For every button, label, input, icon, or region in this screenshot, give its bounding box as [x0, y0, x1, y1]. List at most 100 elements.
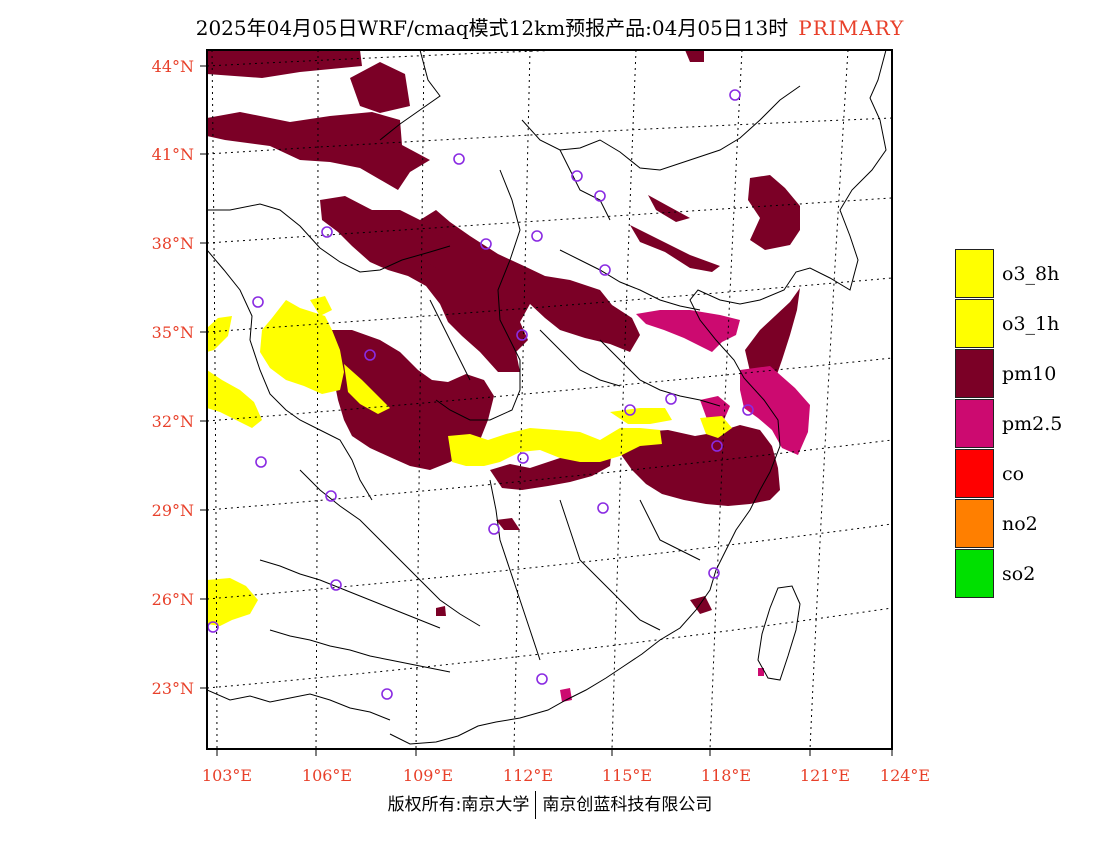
graticule-lon-103 — [211, 50, 218, 749]
station-marker — [665, 393, 677, 405]
station-marker — [729, 89, 741, 101]
pm10-regions — [207, 50, 800, 616]
lat-label: 44°N — [152, 57, 194, 76]
station-marker — [488, 523, 500, 535]
lon-label: 121°E — [800, 766, 850, 785]
footer-separator — [535, 791, 537, 819]
legend-swatch — [955, 249, 994, 298]
longitude-labels: 103°E 106°E 109°E 112°E 115°E 118°E 121°… — [202, 766, 930, 785]
station-marker — [321, 226, 333, 238]
graticule-lat-29 — [207, 439, 892, 511]
pm10-region-north-china — [400, 224, 500, 294]
station-marker — [381, 688, 393, 700]
station-marker — [517, 452, 529, 464]
pm10-region-yangtze-east — [616, 425, 780, 506]
province-line-2 — [521, 85, 801, 171]
axis-ticks — [200, 65, 893, 756]
legend-label: o3_1h — [1002, 313, 1060, 335]
station-marker — [599, 264, 611, 276]
station-marker — [453, 153, 465, 165]
graticule-lon-112 — [513, 50, 531, 749]
latitude-labels: 44°N 41°N 38°N 35°N 32°N 29°N 26°N 23°N — [152, 57, 194, 698]
legend-swatch — [955, 549, 994, 598]
station-marker — [531, 230, 543, 242]
legend-item-o3-8h: o3_8h — [955, 249, 1075, 299]
pm10-region-fujian — [690, 596, 712, 614]
province-line-7 — [599, 339, 721, 407]
legend-swatch — [955, 499, 994, 548]
graticule-lat-32 — [207, 357, 892, 422]
pm10-region-bohai — [648, 195, 690, 222]
pm10-region-inner-mongolia — [350, 62, 410, 113]
lon-label: 103°E — [202, 766, 252, 785]
station-marker — [594, 190, 606, 202]
province-line-12 — [207, 689, 391, 721]
lon-label: 112°E — [503, 766, 553, 785]
copyright-footer: 版权所有:南京大学 南京创蓝科技有限公司 — [0, 790, 1100, 819]
graticule-lon-109 — [415, 50, 425, 749]
copyright-company: 南京创蓝科技有限公司 — [542, 795, 713, 815]
province-line-5 — [435, 169, 521, 421]
pm10-region-west-center — [326, 330, 494, 470]
graticule-lon-124 — [891, 744, 892, 749]
title-primary-tag: PRIMARY — [798, 16, 905, 40]
o3-region-gansu — [344, 364, 390, 414]
pm10-region-small-44n — [685, 50, 704, 62]
o3-region-jiangxi-north — [610, 408, 672, 424]
province-line-17 — [539, 329, 621, 387]
o3-region-sichuan-north — [207, 370, 262, 428]
station-marker — [742, 404, 754, 416]
map-title: 2025年04月05日WRF/cmaq模式12km预报产品:04月05日13时 P… — [0, 12, 1100, 41]
graticule-lon-118 — [709, 50, 743, 749]
province-line-16 — [429, 299, 471, 381]
pollutant-legend: o3_8h o3_1h pm10 pm2.5 co no2 so2 — [955, 249, 1075, 599]
province-line-13 — [259, 559, 441, 629]
coastline — [389, 50, 887, 745]
province-line-3 — [207, 203, 451, 273]
graticule-lat-35 — [207, 277, 892, 333]
legend-item-so2: so2 — [955, 549, 1075, 599]
taiwan-outline — [757, 585, 801, 681]
lon-label: 115°E — [602, 766, 652, 785]
pm10-region-liaoning — [748, 175, 800, 250]
lat-label: 32°N — [152, 412, 194, 431]
station-marker — [571, 170, 583, 182]
province-line-8 — [299, 469, 481, 627]
o3-region-yunnan — [207, 578, 258, 626]
station-marker — [480, 238, 492, 250]
province-line-14 — [269, 629, 451, 673]
lat-label: 29°N — [152, 501, 194, 520]
map-frame — [206, 49, 893, 750]
pm10-region-band-41n — [207, 112, 430, 190]
boundary-lines — [207, 50, 887, 745]
lat-label: 23°N — [152, 679, 194, 698]
graticule-lat-26 — [207, 523, 892, 600]
pm10-region-guangxi — [436, 606, 446, 616]
o3-region-west-edge — [207, 316, 232, 352]
legend-swatch — [955, 449, 994, 498]
map-content — [207, 50, 892, 749]
station-marker — [255, 456, 267, 468]
lat-label: 26°N — [152, 590, 194, 609]
legend-label: pm10 — [1002, 363, 1057, 385]
legend-label: co — [1002, 463, 1025, 485]
province-line-10 — [559, 499, 661, 631]
o3-region-shaanxi — [310, 296, 332, 316]
copyright-owner: 版权所有:南京大学 — [387, 795, 530, 815]
legend-item-pm10: pm10 — [955, 349, 1075, 399]
station-marker — [536, 673, 548, 685]
pm25-region-shanghai — [740, 366, 810, 455]
station-marker — [330, 579, 342, 591]
pm10-region-coast — [745, 288, 800, 390]
pm10-region-hunan — [496, 518, 520, 530]
lon-label: 106°E — [302, 766, 352, 785]
o3-region-qinghai — [260, 300, 344, 394]
legend-label: so2 — [1002, 563, 1036, 585]
pm25-region-jiangsu — [636, 310, 740, 352]
graticule-lon-115 — [611, 50, 637, 749]
graticule-lon-121 — [809, 50, 849, 749]
graticule-lat-23 — [207, 607, 892, 689]
legend-label: no2 — [1002, 513, 1038, 535]
province-line-4 — [207, 249, 373, 501]
